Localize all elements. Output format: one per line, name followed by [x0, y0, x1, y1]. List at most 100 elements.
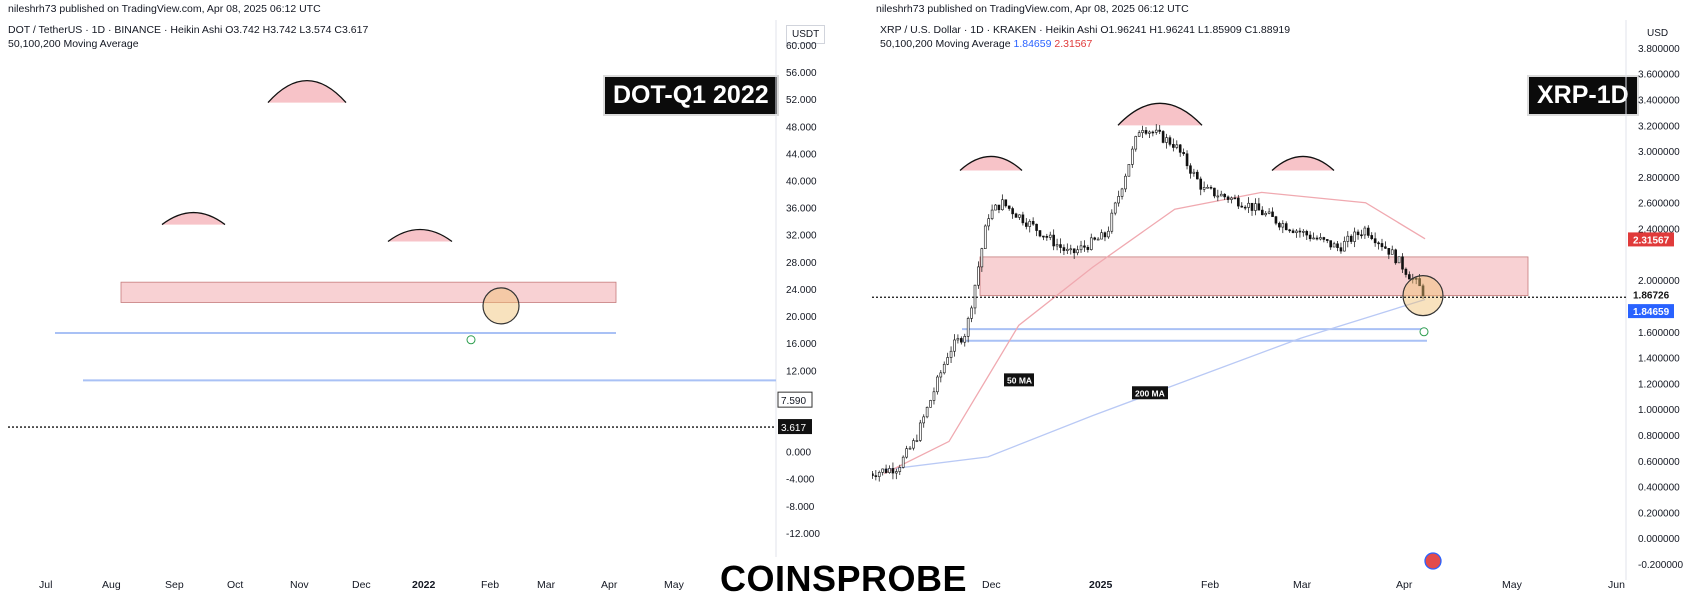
resistance-zone [120, 281, 617, 303]
retest-circle [1402, 275, 1444, 317]
candle-body [1394, 249, 1397, 264]
candle-body [1370, 235, 1374, 239]
y-tick-label: 60.000 [786, 41, 817, 52]
candle-body [1308, 234, 1312, 240]
symbol-info: XRP / U.S. Dollar · 1D · KRAKEN · Heikin… [880, 24, 1291, 36]
candle-body [1421, 285, 1425, 297]
candle-body [918, 422, 922, 441]
ma-50-line [883, 191, 1426, 475]
y-tick-label: 3.800000 [1638, 44, 1680, 55]
y-tick-label: 0.600000 [1638, 457, 1680, 468]
candle-body [1045, 235, 1049, 238]
candle-body [1243, 206, 1247, 209]
y-tick-label: 2.000000 [1638, 276, 1680, 287]
watermark: COINSPROBE [720, 557, 968, 600]
candle-body [970, 307, 973, 319]
candle-body [1014, 213, 1018, 218]
candle-body [936, 376, 939, 393]
candle-body [1418, 278, 1421, 287]
candle-body [1069, 248, 1073, 251]
y-tick-label: 0.800000 [1638, 431, 1680, 442]
x-tick-label: Mar [537, 579, 556, 591]
top-arc [161, 212, 226, 226]
candle-body [1291, 230, 1295, 233]
candle-body [1216, 195, 1220, 198]
x-tick-label: Oct [227, 579, 243, 591]
ma200-label: 200 MA [1135, 388, 1165, 398]
candle-body [1264, 213, 1268, 216]
y-tick-label: 1.400000 [1638, 354, 1680, 365]
candle-body [1356, 231, 1360, 236]
y-tick-label: 28.000 [786, 258, 817, 269]
candle-body [1349, 235, 1353, 242]
candle-body [1100, 232, 1103, 240]
x-tick-label: Apr [601, 579, 618, 591]
candle-body [1113, 202, 1117, 214]
candle-body [905, 448, 908, 458]
y-tick-label: 56.000 [786, 68, 817, 79]
signal-marker [466, 335, 476, 345]
candle-body [1332, 243, 1336, 248]
current-price-box [777, 391, 813, 408]
candle-body [1360, 234, 1363, 237]
currency-label[interactable]: USDT [786, 25, 826, 44]
candle-body [1161, 131, 1165, 143]
currency-label[interactable]: USD [1642, 25, 1674, 42]
resistance-zone [979, 256, 1529, 297]
y-tick-label: 3.400000 [1638, 96, 1680, 107]
candle-body [1373, 238, 1377, 244]
candle-body [1414, 278, 1418, 280]
publish-info: nileshrh73 published on TradingView.com,… [876, 3, 1189, 15]
candle-body [877, 472, 881, 477]
candle-body [1315, 237, 1319, 240]
retest-circle [482, 287, 520, 325]
candle-body [1390, 249, 1394, 255]
candle-body [997, 204, 1001, 211]
candle-body [1202, 187, 1206, 190]
candle-body [1127, 164, 1131, 177]
top-arc [1271, 155, 1335, 171]
candle-body [1397, 256, 1401, 264]
candle-body [1325, 239, 1329, 241]
candle-body [1339, 247, 1343, 252]
x-tick-label: Feb [481, 579, 499, 591]
x-tick-label: 2025 [1089, 579, 1113, 591]
candle-body [1093, 237, 1097, 240]
candle-body [1219, 193, 1223, 197]
candle-body [888, 468, 891, 473]
candle-body [1363, 227, 1367, 236]
candle-body [994, 204, 997, 211]
top-arc [959, 155, 1023, 171]
y-tick-label: 1.600000 [1638, 328, 1680, 339]
ma200-price-label-box [1628, 304, 1674, 319]
candle-body [1281, 223, 1285, 228]
candle-body [1052, 234, 1055, 247]
candle-body [1380, 243, 1384, 248]
candle-body [1154, 129, 1158, 133]
candle-body [1178, 144, 1182, 153]
candle-body [973, 284, 977, 309]
chart-badge: DOT-Q1 2022 [603, 75, 779, 116]
candle-body [1175, 144, 1179, 148]
candle-body [1076, 249, 1079, 254]
y-tick-label: 52.000 [786, 95, 817, 106]
candle-body [966, 318, 970, 337]
candle-body [1384, 246, 1387, 249]
x-tick-label: Dec [352, 579, 371, 591]
event-icon [1424, 552, 1442, 570]
candle-body [949, 350, 953, 358]
last-price-label: 1.86726 [1633, 290, 1670, 301]
candle-body [1038, 230, 1042, 237]
candle-body [1284, 223, 1288, 231]
xrp-chart-svg[interactable]: 50 MA 200 MA 3.800000 3.600000 3.400000 3.200… [872, 0, 1700, 600]
dot-chart-svg[interactable]: 60.000 56.000 52.000 48.000 44.000 40.000 36.0… [0, 0, 830, 600]
candle-body [956, 338, 960, 341]
candle-body [1387, 248, 1391, 255]
candle-body [901, 456, 905, 468]
candle-body [1213, 187, 1216, 197]
ma-200-line [883, 298, 1426, 471]
publish-info: nileshrh73 published on TradingView.com,… [8, 3, 321, 15]
y-tick-label: 32.000 [786, 231, 817, 242]
x-tick-label: May [664, 579, 685, 591]
candle-body [1028, 221, 1032, 227]
